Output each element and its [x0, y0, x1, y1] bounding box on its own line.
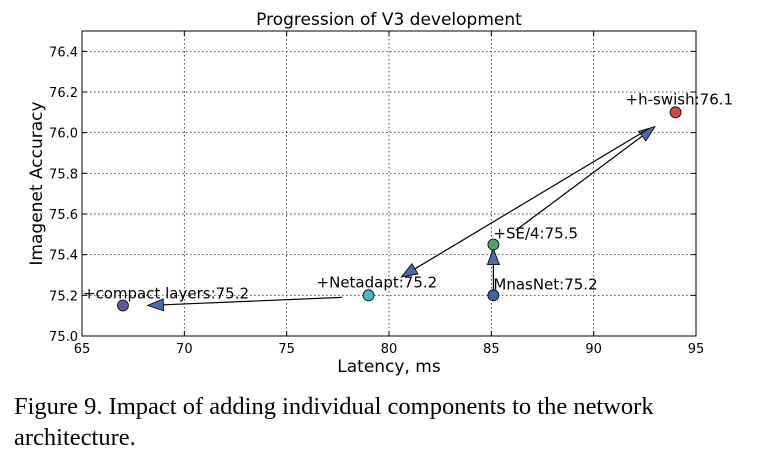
y-tick-label: 75.6 — [49, 208, 78, 223]
figure-caption: Figure 9. Impact of adding individual co… — [14, 393, 654, 451]
y-tick-label: 75.8 — [49, 167, 78, 182]
data-point — [117, 299, 129, 312]
x-tick-label: 85 — [483, 342, 500, 357]
x-tick-label: 70 — [176, 342, 193, 357]
progression-arrow — [486, 247, 500, 292]
y-tick-label: 75.4 — [49, 249, 78, 264]
arrow-head — [146, 298, 165, 312]
arrow-shaft — [515, 135, 643, 231]
x-tick-label: 95 — [688, 342, 705, 357]
point-label: +h-swish:76.1 — [626, 90, 734, 108]
arrow-head — [486, 247, 500, 265]
y-tick-label: 75.0 — [49, 330, 78, 345]
y-tick-label: 76.0 — [49, 127, 78, 142]
y-axis-label: Imagenet Accuracy — [27, 101, 47, 265]
y-tick-label: 75.2 — [49, 289, 78, 304]
progression-arrow — [515, 125, 656, 231]
y-tick-label: 76.4 — [49, 45, 78, 60]
x-tick-label: 75 — [278, 342, 295, 357]
data-point — [487, 238, 500, 251]
scatter-chart: 65 70 75 80 85 90 95 75.0 75.2 75.4 75.6 75.8 76.0 76… — [27, 10, 734, 377]
arrow-shaft — [163, 296, 342, 306]
point-label: MnasNet:75.2 — [493, 275, 597, 293]
point-label: +compact layers:75.2 — [83, 285, 249, 303]
point-label: +Netadapt:75.2 — [317, 273, 438, 291]
progression-arrow — [146, 296, 342, 312]
progression-arrow — [400, 128, 650, 278]
x-axis-label: Latency, ms — [337, 357, 441, 377]
arrow-head — [400, 262, 419, 278]
data-point — [362, 289, 375, 302]
x-tick-label: 90 — [585, 342, 602, 357]
chart-title: Progression of V3 development — [256, 10, 522, 30]
x-tick-label: 65 — [74, 342, 91, 357]
y-tick-label: 76.2 — [49, 86, 78, 101]
data-point — [669, 106, 682, 119]
x-tick-label: 80 — [381, 342, 398, 357]
arrow-shaft — [414, 128, 650, 270]
arrow-head — [637, 125, 656, 142]
data-point — [487, 289, 500, 302]
point-label: +SE/4:75.5 — [493, 225, 578, 243]
